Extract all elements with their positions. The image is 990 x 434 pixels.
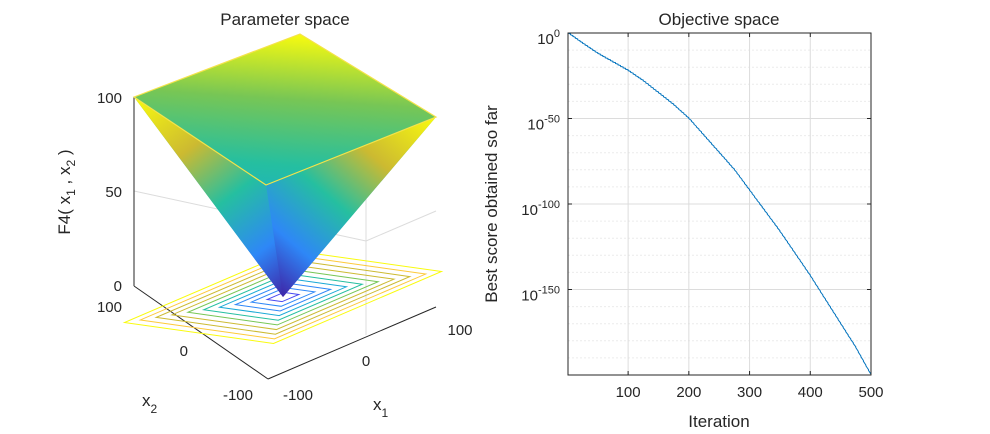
- contour-ring: [122, 249, 444, 345]
- contour-ring: [233, 282, 333, 312]
- surface-mesh: [132, 33, 438, 297]
- y-axis-ticks: 100 0 -100: [97, 299, 253, 404]
- z-axis-label: F4( x1 , x2 ): [55, 149, 78, 234]
- x-tick-label: 200: [676, 384, 701, 401]
- x-axis-line: [267, 306, 437, 380]
- surface-plot: Parameter space 0 50 100: [55, 10, 473, 420]
- y-axis-line: [133, 285, 269, 380]
- x-tick-label: -100: [283, 387, 313, 404]
- objective-y-label: Best score obtained so far: [482, 105, 501, 303]
- contour-ring: [217, 277, 349, 317]
- x-tick-label: 0: [362, 353, 370, 370]
- x-axis-label: x1: [373, 395, 389, 420]
- contour-rings: [122, 249, 444, 345]
- y-tick-label: 10-100: [521, 199, 560, 219]
- objective-y-ticks: 100 10-50 10-100 10-150: [521, 28, 560, 305]
- surface-axis-lines: [133, 97, 437, 380]
- surface-left-face: [134, 97, 283, 297]
- surface-rim: [132, 33, 438, 186]
- contour-ring: [201, 273, 365, 321]
- x-axis-ticks: -100 0 100: [283, 322, 473, 404]
- objective-grid: [568, 32, 872, 376]
- y-tick-label: 10-50: [527, 114, 560, 134]
- x-tick-label: 400: [798, 384, 823, 401]
- objective-title: Objective space: [659, 10, 780, 29]
- objective-ticks: [568, 32, 872, 375]
- contour-ring: [186, 268, 380, 326]
- y-tick-label: 0: [180, 343, 188, 360]
- z-tick-label: 50: [105, 184, 122, 201]
- x-tick-label: 300: [737, 384, 762, 401]
- x-tick-label: 500: [858, 384, 883, 401]
- surface-back-face: [134, 34, 436, 297]
- objective-x-ticks: 100 200 300 400 500: [616, 384, 884, 401]
- contour-ring: [170, 263, 396, 331]
- z-tick-label: 0: [114, 278, 122, 295]
- surface-right-face: [266, 117, 436, 297]
- objective-plot: Objective space 100 10-50 10-100 10-150 …: [482, 10, 884, 431]
- contour-ring: [154, 259, 412, 335]
- z-axis-ticks: 0 50 100: [97, 90, 122, 295]
- objective-x-label: Iteration: [688, 412, 749, 431]
- back-wall-line: [365, 210, 437, 242]
- y-tick-label: 10-150: [521, 285, 560, 305]
- y-tick-label: 100: [97, 299, 122, 316]
- contour-ring: [265, 291, 301, 303]
- surface-title: Parameter space: [220, 10, 349, 29]
- contour-ring: [249, 287, 317, 307]
- convergence-line: [567, 32, 872, 375]
- contour-ring: [138, 254, 428, 340]
- y-axis-label: x2: [142, 391, 158, 416]
- y-tick-label: 100: [537, 28, 560, 48]
- x-tick-label: 100: [616, 384, 641, 401]
- x-tick-label: 100: [447, 322, 472, 339]
- z-tick-label: 100: [97, 90, 122, 107]
- y-tick-label: -100: [223, 387, 253, 404]
